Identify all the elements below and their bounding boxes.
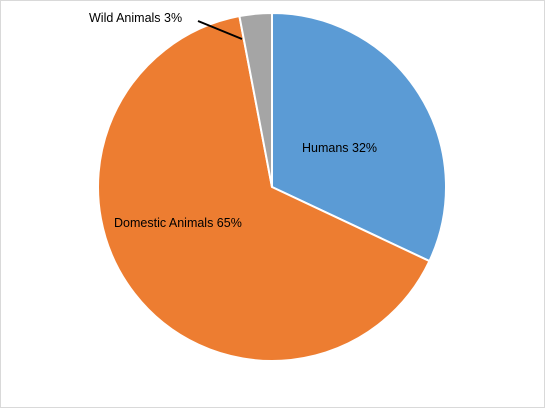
- pie-slice-humans: [271, 11, 448, 263]
- data-label-wild-animals: Wild Animals 3%: [89, 11, 182, 25]
- pie-slice-wild-animals: [238, 11, 273, 188]
- pie-slice-domestic-animals: [97, 14, 431, 362]
- pie-slices: [97, 11, 448, 362]
- data-label-domestic-animals: Domestic Animals 65%: [114, 216, 242, 230]
- data-label-humans: Humans 32%: [302, 141, 377, 155]
- data-labels: Humans 32% Domestic Animals 65% Wild Ani…: [89, 11, 377, 230]
- wild-animals-leader-line: [197, 20, 243, 40]
